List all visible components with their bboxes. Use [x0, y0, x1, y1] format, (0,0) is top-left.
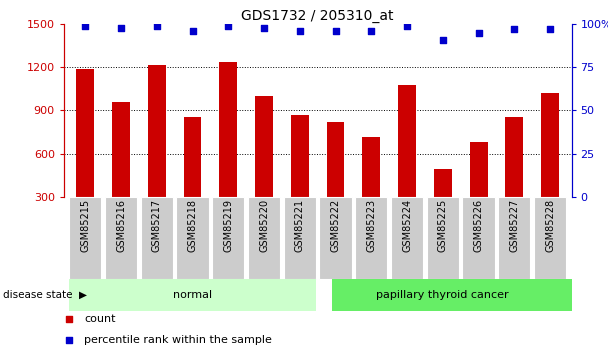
Bar: [355, 197, 387, 279]
Point: [152, 23, 162, 29]
Bar: [498, 197, 530, 279]
Title: GDS1732 / 205310_at: GDS1732 / 205310_at: [241, 9, 394, 23]
Point: [295, 28, 305, 34]
Text: GSM85226: GSM85226: [474, 199, 483, 252]
Bar: [77, 69, 94, 197]
Bar: [319, 197, 351, 279]
Text: percentile rank within the sample: percentile rank within the sample: [84, 335, 272, 345]
Text: disease state  ▶: disease state ▶: [3, 290, 87, 300]
Text: papillary thyroid cancer: papillary thyroid cancer: [376, 290, 509, 300]
Point: [438, 37, 447, 42]
Bar: [463, 197, 495, 279]
Text: GSM85215: GSM85215: [80, 199, 91, 252]
Point: [474, 30, 483, 36]
Text: count: count: [84, 314, 116, 324]
Point: [259, 25, 269, 30]
Text: GSM85228: GSM85228: [545, 199, 555, 252]
Point: [331, 28, 340, 34]
Bar: [219, 62, 237, 197]
Bar: [398, 85, 416, 197]
Bar: [212, 197, 244, 279]
Text: GSM85219: GSM85219: [223, 199, 233, 252]
Bar: [148, 65, 166, 197]
Point: [510, 27, 519, 32]
Bar: [362, 137, 380, 197]
Point: [64, 337, 74, 343]
Bar: [112, 102, 130, 197]
Point: [223, 23, 233, 29]
Point: [64, 316, 74, 322]
Text: GSM85220: GSM85220: [259, 199, 269, 252]
Text: GSM85224: GSM85224: [402, 199, 412, 252]
Bar: [505, 117, 523, 197]
Bar: [248, 197, 280, 279]
Bar: [534, 197, 566, 279]
Text: normal: normal: [173, 290, 212, 300]
Bar: [541, 93, 559, 197]
Bar: [469, 142, 488, 197]
Point: [116, 25, 126, 30]
Bar: [69, 279, 316, 311]
Text: GSM85216: GSM85216: [116, 199, 126, 252]
Bar: [69, 197, 102, 279]
Bar: [140, 197, 173, 279]
Point: [402, 23, 412, 29]
Bar: [176, 197, 209, 279]
Text: GSM85223: GSM85223: [366, 199, 376, 252]
Bar: [291, 116, 309, 197]
Bar: [284, 197, 316, 279]
Text: GSM85217: GSM85217: [152, 199, 162, 252]
Text: GSM85218: GSM85218: [187, 199, 198, 252]
Point: [545, 27, 555, 32]
Point: [188, 28, 198, 34]
Point: [367, 28, 376, 34]
Text: GSM85225: GSM85225: [438, 199, 448, 253]
Text: GSM85227: GSM85227: [510, 199, 519, 253]
Text: GSM85221: GSM85221: [295, 199, 305, 252]
Text: GSM85222: GSM85222: [331, 199, 340, 253]
Bar: [434, 169, 452, 197]
Bar: [427, 197, 459, 279]
Bar: [184, 117, 201, 197]
Bar: [255, 96, 273, 197]
Bar: [326, 122, 345, 197]
Point: [80, 23, 90, 29]
Bar: [391, 197, 423, 279]
Bar: [105, 197, 137, 279]
Bar: [332, 279, 584, 311]
